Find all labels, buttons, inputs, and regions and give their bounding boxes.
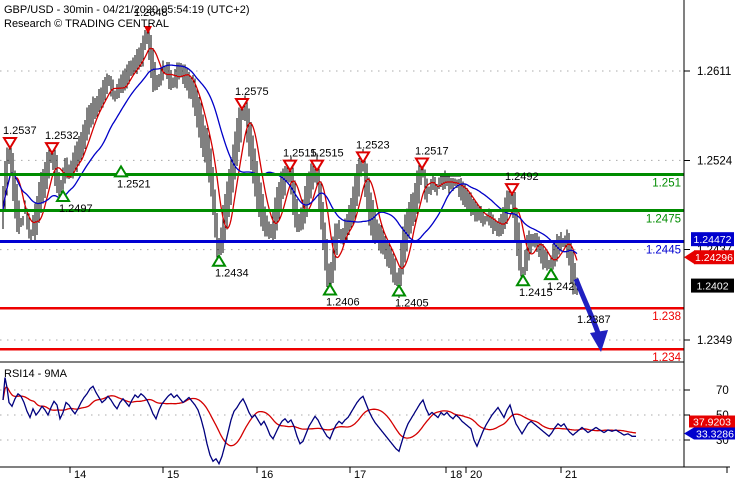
resistance-marker [504, 183, 520, 197]
x-tick-label: 20 [470, 469, 482, 480]
rsi-badge-label: 33.3286 [696, 429, 734, 441]
rsi-panel-title: RSI14 - 9MA [4, 368, 68, 380]
level-label: 1.238 [652, 311, 681, 323]
x-tick-label: 18 [450, 469, 462, 480]
chart-title: GBP/USD - 30min - 04/21/2020 05:54:19 (U… [4, 4, 250, 16]
price-badge-label: 1.24472 [694, 234, 732, 246]
rsi-badge-label: 37.9203 [693, 417, 731, 429]
resistance-marker [2, 136, 18, 150]
x-tick-label: 16 [261, 469, 273, 480]
support-label: 1.242 [547, 281, 575, 293]
resistance-label: 1.2523 [356, 139, 390, 151]
level-label: 1.2445 [646, 244, 681, 256]
rsi-tick-label: 70 [716, 385, 729, 397]
support-marker [515, 273, 531, 287]
badge-arrow [684, 250, 694, 264]
gridlines [0, 70, 684, 441]
support-label: 1.2405 [395, 298, 429, 310]
price-badge [691, 232, 734, 247]
price-tick-label: 1.2349 [697, 335, 732, 347]
price-badge [691, 278, 734, 293]
x-tick-label: 15 [167, 469, 179, 480]
resistance-label: 1.2575 [235, 86, 269, 98]
rsi-badge [694, 427, 735, 440]
support-marker [391, 283, 407, 297]
support-marker [113, 164, 129, 178]
resistance-marker [414, 157, 430, 171]
resistance-marker-solid [144, 26, 152, 35]
support-label: 1.2415 [519, 287, 553, 299]
resistance-label: 1.2517 [415, 146, 449, 158]
levels: 1.251 1.2475 1.2445 1.238 1.234 [0, 173, 684, 364]
resistance-label: 1.2515 [310, 148, 344, 160]
level-label: 1.2475 [646, 214, 681, 226]
support-label: 1.2406 [326, 296, 360, 308]
resistance-marker [355, 151, 371, 165]
price-badge-label: 1.24296 [695, 252, 733, 264]
support-marker [211, 253, 227, 267]
support-label: 1.2434 [215, 268, 249, 280]
support-marker [322, 282, 338, 296]
price-tick-label: 1.2611 [697, 66, 731, 78]
x-tick-label: 17 [354, 469, 366, 480]
resistance-marker [282, 159, 298, 173]
support-marker [55, 189, 71, 203]
projection-arrow-head [590, 330, 608, 352]
resistance-label: 1.2492 [505, 171, 539, 183]
chart-source: Research © TRADING CENTRAL [4, 18, 169, 30]
resistance-marker [44, 142, 60, 156]
chart-header: GBP/USD - 30min - 04/21/2020 05:54:19 (U… [4, 3, 249, 31]
badge-arrow [684, 427, 694, 440]
support-label: 1.2521 [117, 178, 151, 190]
resistance-marker [234, 97, 250, 111]
support-label: 1.2497 [59, 203, 93, 215]
price-tick-label: 1.2524 [697, 155, 733, 167]
projection-target-label: 1.2387 [577, 314, 611, 326]
level-label: 1.234 [652, 352, 681, 364]
support-marker [543, 267, 559, 281]
x-tick-label: 14 [74, 469, 86, 480]
price-badge [694, 250, 734, 265]
resistance-label: 1.2648 [134, 7, 168, 19]
resistance-label: 1.2532 [45, 130, 79, 142]
resistance-label: 1.2537 [3, 125, 37, 137]
resistance-label: 1.2515 [283, 148, 317, 160]
rsi-line [2, 377, 636, 466]
rsi-badge [689, 415, 735, 428]
price-badge-label: 1.2402 [696, 281, 728, 293]
ma-blue-line [2, 64, 578, 255]
level-label: 1.251 [652, 178, 681, 190]
resistance-marker [309, 159, 325, 173]
x-tick-label: 21 [565, 469, 577, 480]
